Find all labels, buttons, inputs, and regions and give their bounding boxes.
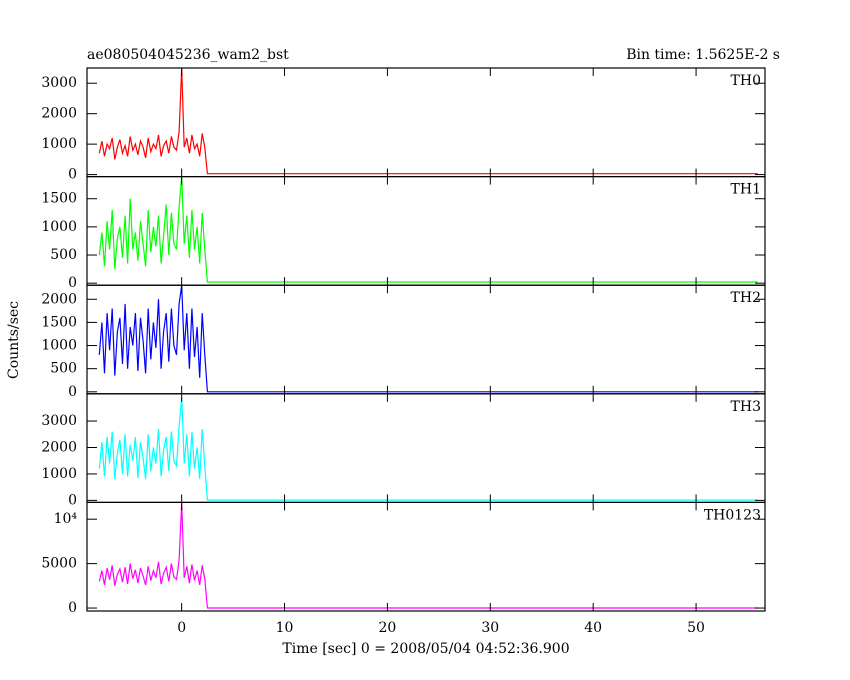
y-tick-label: 1000 [41, 136, 77, 152]
y-tick-label: 0 [68, 384, 77, 400]
y-tick-label: 1000 [41, 219, 77, 235]
y-tick-label: 0 [68, 275, 77, 291]
panel-frame [86, 501, 766, 612]
panel-frame [86, 393, 766, 503]
panel-label: TH3 [731, 399, 761, 415]
chart-subtitle: Bin time: 1.5625E-2 s [626, 47, 780, 63]
y-tick-label: 1500 [41, 314, 77, 330]
y-tick-label: 0 [68, 167, 77, 183]
panel-label: TH0 [731, 73, 761, 89]
x-tick-label: 10 [276, 620, 294, 636]
y-tick-label: 5000 [41, 556, 77, 572]
panel-label: TH0123 [704, 507, 761, 523]
light-curve [98, 397, 758, 501]
y-axis-label: Counts/sec [6, 301, 22, 379]
y-tick-label: 2000 [41, 106, 77, 122]
light-curve [98, 176, 758, 283]
light-curve [98, 68, 758, 175]
chart-title: ae080504045236_wam2_bst [87, 47, 289, 63]
light-curve [98, 285, 758, 393]
panel-frame [86, 176, 766, 286]
panel-frame [86, 284, 766, 395]
y-tick-label: 3000 [41, 413, 77, 429]
y-tick-label: 0 [68, 600, 77, 616]
panel-label: TH2 [731, 290, 761, 306]
x-tick-label: 0 [177, 620, 186, 636]
y-tick-label: 2000 [41, 291, 77, 307]
panel-frame [86, 67, 766, 178]
x-tick-label: 20 [379, 620, 397, 636]
y-tick-label: 10⁴ [54, 511, 78, 527]
light-curve [98, 503, 758, 609]
y-tick-label: 3000 [41, 75, 77, 91]
x-tick-label: 30 [481, 620, 499, 636]
y-tick-label: 1000 [41, 466, 77, 482]
x-tick-label: 40 [584, 620, 602, 636]
y-tick-label: 2000 [41, 439, 77, 455]
panel-label: TH1 [731, 182, 761, 198]
y-tick-label: 500 [50, 247, 77, 263]
y-tick-label: 500 [50, 361, 77, 377]
x-axis-label: Time [sec] 0 = 2008/05/04 04:52:36.900 [282, 641, 569, 657]
y-tick-label: 1000 [41, 338, 77, 354]
x-tick-label: 50 [687, 620, 705, 636]
y-tick-label: 1500 [41, 191, 77, 207]
y-tick-label: 0 [68, 492, 77, 508]
